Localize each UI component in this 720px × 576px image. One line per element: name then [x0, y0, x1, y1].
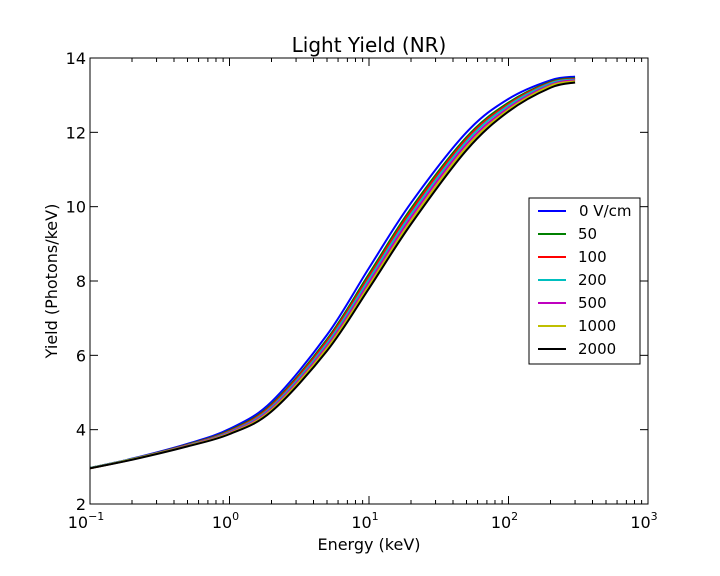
- y-tick-label: 2: [76, 495, 86, 514]
- y-tick-label: 8: [76, 272, 86, 291]
- y-tick-label: 12: [66, 123, 86, 142]
- chart-title: Light Yield (NR): [292, 33, 447, 57]
- y-axis-label: Yield (Photons/keV): [42, 204, 61, 360]
- series-line-6: [90, 81, 576, 470]
- legend-label-2: 100: [578, 248, 607, 266]
- legend-label-0: 0 V/cm: [579, 202, 632, 220]
- x-tick-label: 102: [491, 510, 518, 532]
- y-tick-label: 6: [76, 346, 86, 365]
- x-tick-label: 101: [351, 510, 378, 532]
- y-tick-label: 14: [66, 49, 86, 68]
- legend-label-5: 1000: [578, 317, 616, 335]
- y-tick-labels: 2 4 6 8 10 12 14: [66, 49, 86, 514]
- y-tick-label: 10: [66, 198, 86, 217]
- legend-label-4: 500: [578, 294, 607, 312]
- ticks-layer: [89, 57, 649, 505]
- x-tick-label: 100: [212, 510, 239, 532]
- legend-label-3: 200: [578, 271, 607, 289]
- legend-label-6: 2000: [578, 340, 616, 358]
- x-tick-label: 10−1: [68, 510, 105, 532]
- series-layer: [90, 75, 576, 470]
- legend-label-1: 50: [578, 225, 597, 243]
- x-axis-label: Energy (keV): [317, 535, 420, 554]
- x-tick-label: 103: [630, 510, 657, 532]
- y-tick-label: 4: [76, 421, 86, 440]
- legend: 0 V/cm 50 100 200 500 1000 2000: [528, 197, 641, 365]
- x-tick-labels: 10−1 100 101 102 103: [68, 510, 658, 532]
